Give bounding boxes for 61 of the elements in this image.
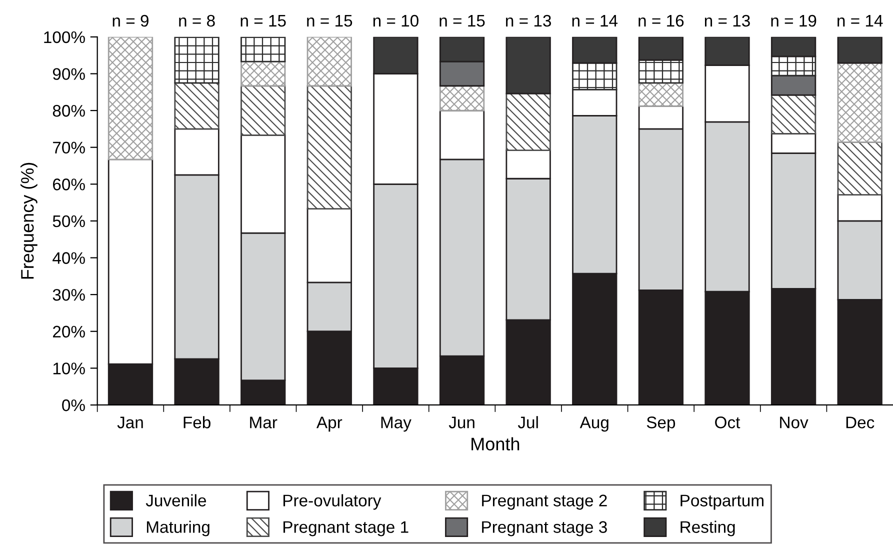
- bar: [108, 36, 154, 160]
- y-tick-label: 90%: [52, 68, 85, 80]
- x-tick-label: Jul: [518, 416, 538, 428]
- legend-label: Pre-ovulatory: [283, 494, 382, 510]
- y-tick-label: 60%: [53, 178, 85, 190]
- x-tick-label: Nov: [780, 416, 808, 428]
- x-tick-label: Jun: [448, 416, 474, 428]
- annotation: n = 15: [240, 15, 286, 27]
- legend-label: Pregnant stage 3: [482, 521, 607, 536]
- legend-label: Pregnant stage 2: [482, 494, 607, 510]
- annotation: n = 19: [771, 14, 816, 27]
- y-tick-label: 80%: [52, 104, 85, 117]
- x-tick-label: May: [381, 416, 412, 432]
- y-axis-title: Frequency (%): [20, 162, 38, 279]
- y-tick-label: 100%: [44, 31, 85, 44]
- bar: [174, 36, 220, 84]
- bar: [506, 36, 551, 94]
- y-tick-label: 0%: [62, 399, 85, 412]
- annotation: n = 13: [506, 14, 551, 27]
- bar: [306, 36, 352, 87]
- bar: [770, 94, 816, 134]
- bar: [837, 62, 882, 143]
- x-tick-label: Sep: [646, 416, 676, 432]
- annotation: n = 15: [440, 15, 485, 27]
- bar: [174, 82, 220, 130]
- bar: [638, 82, 684, 107]
- bar: [439, 85, 485, 112]
- legend-label: Juvenile: [146, 494, 206, 506]
- bar: [506, 92, 551, 151]
- x-tick-label: Feb: [184, 416, 210, 428]
- bar: [240, 85, 286, 136]
- annotation: n = 13: [704, 14, 750, 27]
- annotation: n = 8: [179, 14, 215, 27]
- annotation: n = 14: [838, 15, 883, 27]
- legend-label: Resting: [680, 520, 735, 536]
- legend-label: Pregnant stage 1: [283, 521, 408, 536]
- x-tick-label: Apr: [316, 416, 342, 432]
- bar: [837, 36, 882, 64]
- y-tick-label: 70%: [53, 142, 85, 154]
- annotation: n = 9: [112, 14, 148, 27]
- bar: [306, 85, 352, 210]
- annotation: n = 10: [373, 14, 418, 27]
- legend-label: Maturing: [146, 520, 210, 536]
- annotation: n = 15: [307, 15, 352, 27]
- bar: [837, 141, 882, 196]
- bar: [240, 60, 286, 87]
- y-tick-label: 40%: [52, 252, 85, 264]
- x-tick-label: Aug: [580, 416, 608, 432]
- annotation: n = 14: [572, 15, 618, 27]
- y-tick-label: 20%: [53, 326, 85, 338]
- x-axis-title: Month: [472, 437, 520, 450]
- y-tick-label: 50%: [52, 215, 85, 228]
- x-tick-label: Mar: [250, 416, 278, 428]
- y-tick-label: 30%: [52, 288, 85, 301]
- x-tick-label: Dec: [846, 416, 874, 428]
- legend-label: Postpartum: [680, 494, 764, 510]
- y-tick-label: 10%: [53, 362, 85, 374]
- x-tick-label: Jan: [117, 416, 143, 428]
- bar: [240, 36, 286, 62]
- annotation: n = 16: [638, 14, 684, 27]
- x-tick-label: Oct: [715, 416, 740, 428]
